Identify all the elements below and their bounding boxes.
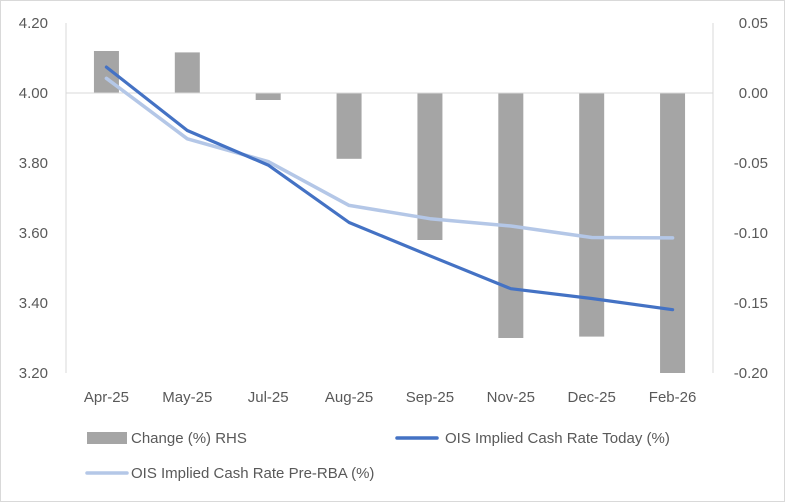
legend-swatch-bar — [87, 432, 127, 444]
x-tick-label: Jul-25 — [248, 389, 289, 406]
right-tick-label: -0.10 — [734, 225, 768, 242]
bar-jul-25 — [255, 93, 281, 100]
x-tick-label: Dec-25 — [568, 389, 616, 406]
legend: Change (%) RHS OIS Implied Cash Rate Toda… — [85, 430, 670, 482]
bar-aug-25 — [336, 93, 362, 159]
x-tick-label: Nov-25 — [487, 389, 535, 406]
legend-label: OIS Implied Cash Rate Today (%) — [445, 430, 670, 447]
legend-label: Change (%) RHS — [131, 430, 247, 447]
left-tick-label: 3.20 — [19, 365, 48, 382]
line-ois-today — [104, 65, 675, 312]
left-tick-label: 3.60 — [19, 225, 48, 242]
right-tick-label: -0.15 — [734, 295, 768, 312]
bar-may-25 — [174, 52, 200, 93]
bar-sep-25 — [417, 93, 443, 240]
left-tick-label: 4.20 — [19, 15, 48, 32]
right-tick-label: -0.05 — [734, 155, 768, 172]
bar-nov-25 — [498, 93, 524, 338]
x-tick-label: Feb-26 — [649, 389, 697, 406]
x-tick-label: Sep-25 — [406, 389, 454, 406]
legend-label: OIS Implied Cash Rate Pre-RBA (%) — [131, 465, 374, 482]
x-tick-label: May-25 — [162, 389, 212, 406]
tick-labels: 3.20 3.40 3.60 3.80 4.00 4.20 -0.20 -0.15 -0.10 -… — [19, 15, 768, 406]
line-series — [104, 65, 675, 312]
axes — [65, 23, 714, 373]
line-ois-pre-rba — [104, 76, 675, 240]
left-tick-label: 3.40 — [19, 295, 48, 312]
right-tick-label: 0.05 — [739, 15, 768, 32]
x-tick-label: Aug-25 — [325, 389, 373, 406]
right-tick-label: 0.00 — [739, 85, 768, 102]
bar-series-change — [93, 51, 686, 373]
bar-feb-26 — [660, 93, 686, 373]
left-tick-label: 3.80 — [19, 155, 48, 172]
right-tick-label: -0.20 — [734, 365, 768, 382]
left-tick-label: 4.00 — [19, 85, 48, 102]
x-tick-label: Apr-25 — [84, 389, 129, 406]
